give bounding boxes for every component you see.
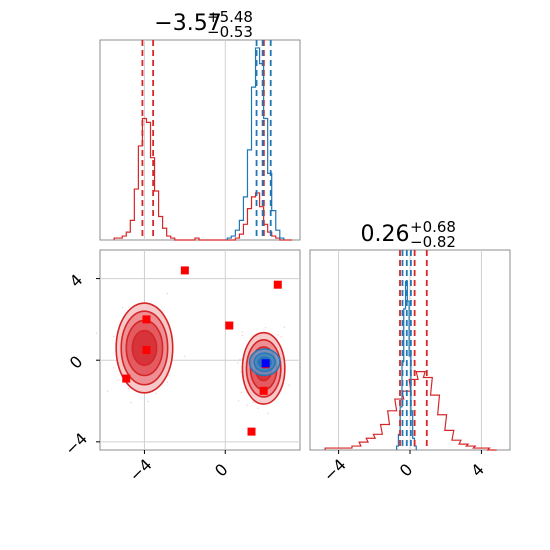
- red-marker-1: [273, 280, 282, 289]
- bottom-right-title: 0.26: [361, 222, 410, 247]
- sample-dot: [267, 412, 269, 415]
- sample-dot: [117, 379, 120, 381]
- top-left-title: −3.57: [154, 11, 221, 36]
- red-marker-4: [142, 346, 151, 354]
- sample-dot: [121, 306, 124, 309]
- bottom-right-histogram-red: [324, 371, 497, 451]
- bottom-left-x-tick-label-0: −4: [125, 455, 155, 485]
- sample-dot: [240, 371, 242, 373]
- sample-dot: [130, 401, 132, 404]
- sample-dot: [112, 367, 115, 369]
- top-left-histogram-series: [113, 47, 292, 241]
- top-left-axes-frame: [99, 39, 301, 241]
- bottom-right-histogram-panel: −4 0 4 0.26 +0.68 −0.82: [309, 218, 511, 485]
- top-left-quantile-lines: [141, 40, 272, 240]
- bottom-right-x-tick-label-2: 4: [467, 460, 488, 481]
- top-left-grid: [143, 40, 226, 240]
- sample-dot: [277, 334, 279, 336]
- bottom-right-x-tick-label-1: 0: [396, 460, 417, 481]
- bottom-right-x-ticks: −4 0 4: [320, 450, 488, 485]
- top-left-title-value: −3.57: [154, 11, 221, 36]
- sample-dot: [166, 292, 169, 295]
- bottom-left-y-tick-label-2: −4: [61, 429, 91, 459]
- sample-dot: [127, 387, 130, 390]
- bottom-left-y-ticks: 4 0 −4: [61, 270, 100, 459]
- sample-dot: [184, 355, 186, 358]
- sample-dot: [280, 335, 282, 338]
- sample-dot: [236, 362, 239, 364]
- sample-dot: [106, 390, 109, 392]
- top-left-histogram-panel: −3.57 +5.48 −0.53: [99, 8, 301, 241]
- sample-dot: [257, 407, 259, 409]
- sample-dot: [98, 375, 101, 377]
- sample-dot: [240, 391, 243, 394]
- bottom-left-x-tick-label-1: 0: [211, 460, 232, 481]
- red-marker-3: [225, 321, 234, 330]
- sample-dot: [168, 374, 170, 377]
- top-left-title-sup: +5.48: [207, 8, 253, 26]
- red-marker-5: [122, 374, 131, 383]
- sample-dot: [252, 401, 255, 404]
- red-marker-6: [259, 386, 268, 395]
- sample-dot: [237, 400, 240, 402]
- top-left-histogram-blue: [226, 47, 285, 240]
- sample-dot: [264, 326, 267, 329]
- sample-dot: [241, 334, 244, 337]
- bottom-left-y-tick-label-0: 4: [66, 270, 87, 291]
- red-marker-0: [180, 266, 189, 275]
- sample-dot: [147, 400, 149, 403]
- sample-dot: [95, 332, 98, 334]
- bottom-right-title-value: 0.26: [361, 222, 410, 247]
- bottom-left-y-tick-label-1: 0: [66, 352, 87, 373]
- blue-marker-0: [261, 359, 270, 368]
- bottom-left-markers: [122, 266, 282, 436]
- sample-dot: [246, 404, 248, 407]
- red-marker-2: [142, 315, 151, 324]
- sample-dot: [166, 381, 168, 383]
- bottom-left-scatter-panel: −4 0 4 0 −4: [61, 249, 301, 485]
- sample-dot: [241, 331, 244, 333]
- sample-dot: [283, 326, 286, 329]
- bottom-left-x-ticks: −4 0: [125, 450, 232, 485]
- bottom-right-quantile-lines: [399, 250, 428, 450]
- sample-dot: [288, 384, 290, 386]
- sample-dot: [155, 392, 158, 395]
- bottom-right-title-sup: +0.68: [410, 218, 456, 236]
- sample-dot: [113, 335, 115, 338]
- sample-dot: [239, 358, 241, 361]
- bottom-right-x-tick-label-0: −4: [320, 455, 350, 485]
- red-marker-7: [247, 427, 256, 436]
- bottom-right-title-sub: −0.82: [410, 233, 456, 251]
- top-left-histogram-red: [113, 117, 292, 241]
- top-left-title-sub: −0.53: [207, 23, 253, 41]
